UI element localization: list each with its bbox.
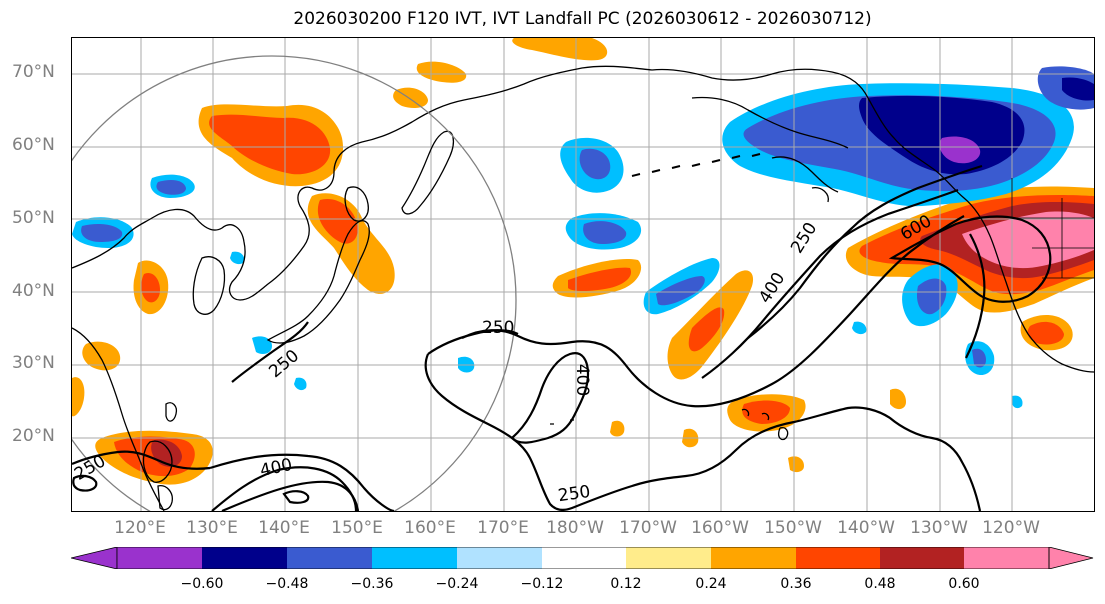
lon-label: 120°E bbox=[114, 518, 166, 538]
colorbar-swatch bbox=[711, 547, 796, 569]
colorbar-swatch bbox=[796, 547, 880, 569]
colorbar-tick: −0.12 bbox=[520, 576, 564, 592]
colorbar-tick: 0.12 bbox=[610, 576, 642, 592]
colorbar bbox=[71, 547, 1094, 569]
ivt-shading bbox=[72, 38, 1094, 485]
colorbar-swatch bbox=[117, 547, 202, 569]
ivt-contours bbox=[72, 164, 1052, 511]
lon-label: 160°W bbox=[691, 518, 749, 538]
contour-label: 250 bbox=[482, 318, 515, 338]
colorbar-extend-low bbox=[71, 547, 118, 569]
lat-label: 40°N bbox=[12, 281, 55, 301]
colorbar-swatch bbox=[964, 547, 1049, 569]
colorbar-swatch bbox=[457, 547, 542, 569]
lon-label: 150°W bbox=[764, 518, 822, 538]
lat-label: 60°N bbox=[12, 135, 55, 155]
distance-circle bbox=[72, 55, 517, 511]
colorbar-swatch bbox=[880, 547, 964, 569]
colorbar-swatch bbox=[202, 547, 287, 569]
colorbar-swatch bbox=[542, 547, 626, 569]
lon-label: 170°W bbox=[619, 518, 677, 538]
colorbar-extend-high bbox=[1048, 547, 1094, 569]
lon-label: 160°E bbox=[404, 518, 456, 538]
colorbar-tick: −0.48 bbox=[265, 576, 309, 592]
colorbar-swatch bbox=[287, 547, 372, 569]
map-panel: 250 250 250 400 400 400 600 250 250 bbox=[71, 37, 1095, 512]
colorbar-tick: 0.60 bbox=[948, 576, 980, 592]
lat-label: 50°N bbox=[12, 208, 55, 228]
colorbar-tick: 0.36 bbox=[780, 576, 812, 592]
colorbar-tick: −0.36 bbox=[350, 576, 394, 592]
colorbar-tick: 0.48 bbox=[864, 576, 896, 592]
graticule bbox=[72, 38, 1094, 511]
lon-label: 130°E bbox=[186, 518, 238, 538]
lon-label: 140°W bbox=[837, 518, 895, 538]
lat-label: 20°N bbox=[12, 426, 55, 446]
contour-label: 400 bbox=[572, 363, 593, 397]
map-canvas bbox=[72, 38, 1094, 511]
map-title: 2026030200 F120 IVT, IVT Landfall PC (20… bbox=[293, 9, 872, 29]
lon-label: 140°E bbox=[258, 518, 310, 538]
colorbar-tick: −0.60 bbox=[180, 576, 224, 592]
colorbar-swatch bbox=[626, 547, 711, 569]
lon-label: 130°W bbox=[910, 518, 968, 538]
lon-label: 180°W bbox=[546, 518, 604, 538]
lon-label: 170°E bbox=[477, 518, 529, 538]
lat-label: 30°N bbox=[12, 353, 55, 373]
lon-label: 150°E bbox=[331, 518, 383, 538]
lon-label: 120°W bbox=[982, 518, 1040, 538]
colorbar-swatch bbox=[372, 547, 457, 569]
colorbar-tick: 0.24 bbox=[695, 576, 727, 592]
colorbar-tick: −0.24 bbox=[435, 576, 479, 592]
lat-label: 70°N bbox=[12, 62, 55, 82]
